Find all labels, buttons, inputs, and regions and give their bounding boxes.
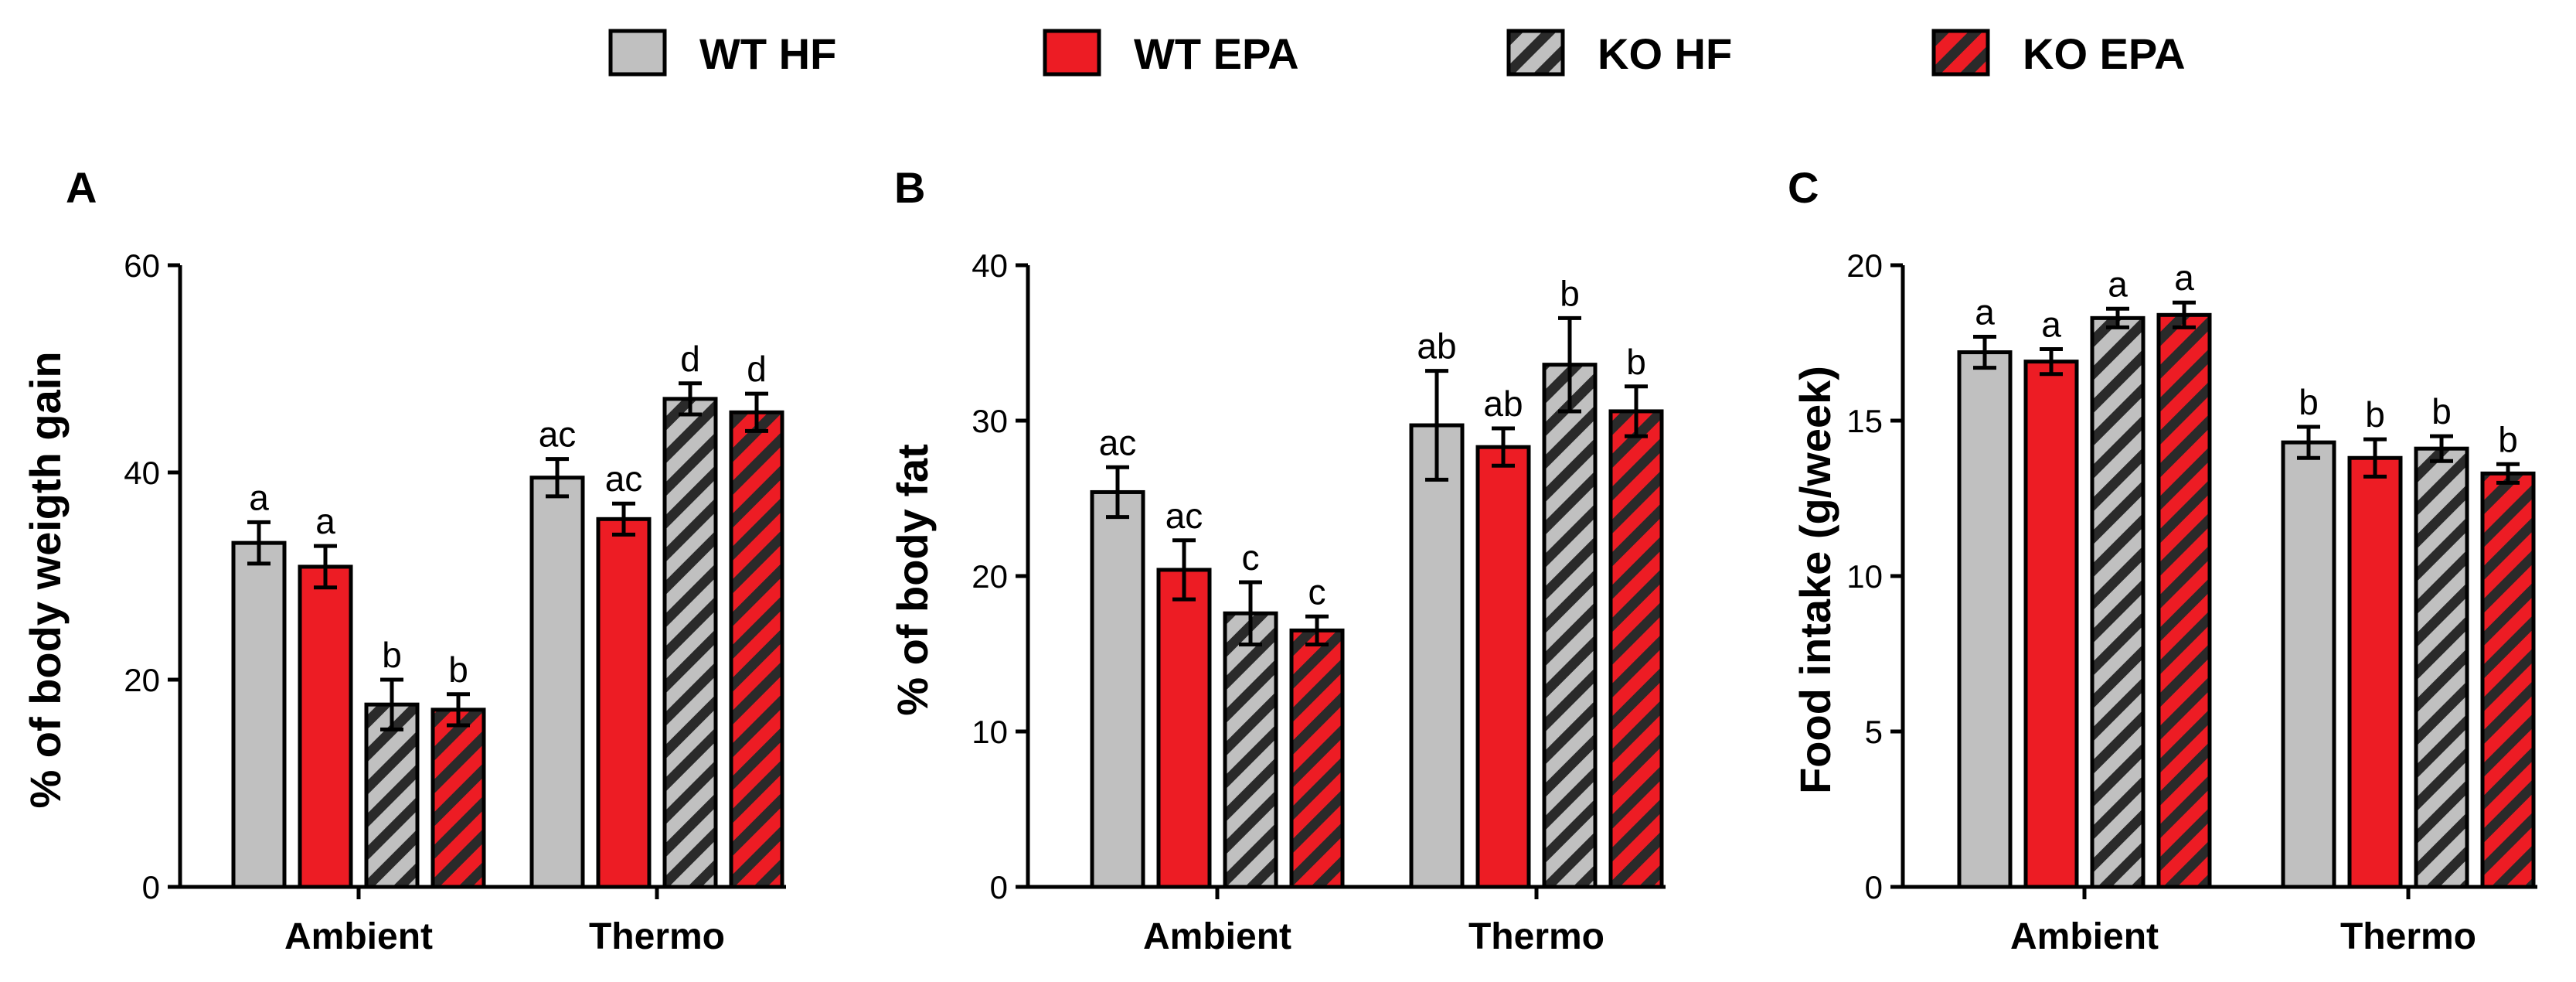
panel-b-thermo-wt-hf-significance-letter: ab — [1417, 326, 1456, 367]
panel-a: A % of body weigth gain 0 20 40 60 Ambient a a… — [21, 163, 786, 957]
panel-c-thermo-ko-hf-bar — [2414, 446, 2469, 889]
panel-c-ambient-wt-hf-bar — [1957, 350, 2013, 889]
panel-c-thermo-wt-hf-significance-letter: b — [2299, 382, 2319, 422]
panel-a-ambient-ko-epa-bar — [430, 708, 486, 889]
legend-label-wt-hf: WT HF — [699, 29, 836, 78]
panel-c: C Food intake (g/week) 0 5 10 15 20 Ambient a a… — [1788, 163, 2537, 957]
panel-b-ambient-wt-hf-bar — [1090, 489, 1145, 889]
panel-b-thermo-ko-epa-significance-letter: b — [1626, 342, 1646, 382]
panel-b-ylabel: % of body fat — [888, 444, 937, 716]
panel-a-category-thermo: Thermo — [589, 916, 725, 957]
panel-a-thermo-wt-epa-bar — [596, 517, 652, 889]
panel-c-ytick-label-20: 20 — [1846, 247, 1883, 284]
panel-a-thermo-wt-hf-significance-letter: ac — [539, 414, 577, 455]
panel-b-ambient-ko-hf-significance-letter: c — [1242, 537, 1260, 578]
panel-a-title: A — [66, 163, 97, 212]
legend-label-wt-epa: WT EPA — [1134, 29, 1299, 78]
panel-a-thermo-ko-hf-bar — [662, 397, 718, 889]
panel-c-category-thermo: Thermo — [2340, 916, 2476, 957]
panel-c-thermo-ko-epa-significance-letter: b — [2498, 419, 2518, 459]
panel-a-thermo-wt-hf-bar — [529, 476, 585, 889]
legend-item-ko-hf: KO HF — [1506, 29, 1732, 78]
panel-c-ambient-ko-hf-bar — [2090, 315, 2146, 889]
panel-b: B % of body fat 010203040AmbientacacccTh… — [888, 163, 1666, 957]
legend-swatch-wt-hf — [608, 29, 667, 77]
panel-c-plot: 0 5 10 15 20 Ambient a a a a Thermo b b b b — [1846, 247, 2537, 957]
panel-c-ytick-label-0: 0 — [1865, 869, 1883, 905]
panel-b-thermo-wt-hf-bar — [1409, 423, 1465, 889]
panel-a-ylabel: % of body weigth gain — [21, 351, 70, 808]
panel-b-ambient-ko-epa-bar — [1289, 628, 1345, 889]
panel-b-ytick-label-20: 20 — [972, 558, 1008, 595]
panel-a-thermo-ko-hf-significance-letter: d — [680, 339, 700, 379]
panel-b-category-ambient: Ambient — [1143, 916, 1291, 957]
legend-item-ko-epa: KO EPA — [1931, 29, 2186, 78]
panel-b-ambient-wt-epa-bar — [1156, 568, 1212, 889]
panel-c-thermo-wt-hf-bar — [2281, 440, 2336, 889]
legend-label-ko-epa: KO EPA — [2023, 29, 2186, 78]
panel-b-ytick-label-10: 10 — [972, 714, 1008, 750]
panel-a-ambient-wt-hf-bar — [231, 540, 287, 889]
panel-c-title: C — [1788, 163, 1819, 212]
panel-b-ambient-wt-hf-significance-letter: ac — [1099, 422, 1137, 462]
panel-a-thermo-wt-epa-significance-letter: ac — [605, 459, 643, 499]
panel-a-ambient-wt-epa-significance-letter: a — [315, 501, 335, 541]
panel-b-ytick-label-30: 30 — [972, 403, 1008, 439]
panel-b-thermo-ko-hf-bar — [1542, 363, 1598, 889]
panel-c-ambient-ko-hf-significance-letter: a — [2108, 264, 2128, 304]
legend-swatch-ko-hf — [1506, 29, 1565, 77]
panel-a-ambient-ko-hf-bar — [364, 702, 420, 889]
panel-a-ambient-ko-epa-significance-letter: b — [448, 650, 468, 690]
panel-b-ambient-ko-hf-bar — [1223, 611, 1278, 889]
panel-a-category-ambient: Ambient — [284, 916, 433, 957]
panel-b-thermo-wt-epa-bar — [1475, 445, 1531, 889]
panel-a-ytick-label-60: 60 — [124, 247, 160, 284]
panel-c-ytick-label-5: 5 — [1865, 714, 1883, 750]
panel-c-ambient-wt-epa-bar — [2023, 360, 2079, 889]
panel-c-category-ambient: Ambient — [2010, 916, 2159, 957]
panel-a-ambient-wt-hf-significance-letter: a — [249, 477, 269, 517]
panel-a-ytick-label-20: 20 — [124, 662, 160, 698]
panel-b-ambient-ko-epa-significance-letter: c — [1308, 571, 1326, 612]
panel-c-thermo-wt-epa-significance-letter: b — [2365, 394, 2385, 435]
panel-b-thermo-ko-epa-bar — [1608, 409, 1664, 889]
panel-b-thermo-wt-epa-significance-letter: ab — [1483, 384, 1523, 424]
panel-c-thermo-wt-epa-bar — [2347, 455, 2403, 889]
panel-b-ytick-label-0: 0 — [990, 869, 1008, 905]
panel-b-category-thermo: Thermo — [1468, 916, 1604, 957]
legend-item-wt-hf: WT HF — [608, 29, 836, 78]
legend-swatch-wt-epa — [1043, 29, 1101, 77]
panel-a-thermo-ko-epa-bar — [729, 410, 784, 889]
panel-c-ambient-ko-epa-bar — [2156, 312, 2212, 889]
panel-b-ambient-wt-epa-significance-letter: ac — [1165, 496, 1203, 536]
panel-b-thermo-ko-hf-significance-letter: b — [1560, 273, 1580, 313]
panel-a-ambient-wt-epa-bar — [298, 564, 353, 889]
panel-c-thermo-ko-epa-bar — [2480, 471, 2536, 889]
panel-c-ambient-wt-epa-significance-letter: a — [2041, 305, 2061, 345]
panel-c-thermo-ko-hf-significance-letter: b — [2431, 391, 2452, 431]
panel-a-ambient-ko-hf-significance-letter: b — [382, 635, 402, 675]
legend-item-wt-epa: WT EPA — [1043, 29, 1299, 78]
panel-b-ytick-label-40: 40 — [972, 247, 1008, 284]
panel-c-ytick-label-15: 15 — [1846, 403, 1883, 439]
panel-c-ytick-label-10: 10 — [1846, 558, 1883, 595]
panel-b-title: B — [894, 163, 925, 212]
legend-label-ko-hf: KO HF — [1598, 29, 1732, 78]
panel-a-ytick-label-40: 40 — [124, 455, 160, 491]
panel-c-ambient-ko-epa-significance-letter: a — [2174, 257, 2194, 298]
panel-c-ylabel: Food intake (g/week) — [1791, 366, 1839, 794]
panel-a-ytick-label-0: 0 — [142, 869, 160, 905]
legend-swatch-ko-epa — [1931, 29, 1990, 77]
panel-a-thermo-ko-epa-significance-letter: d — [747, 349, 767, 389]
legend: WT HF WT EPA KO HF KO EPA — [608, 29, 2186, 78]
panel-c-ambient-wt-hf-significance-letter: a — [1975, 292, 1995, 332]
